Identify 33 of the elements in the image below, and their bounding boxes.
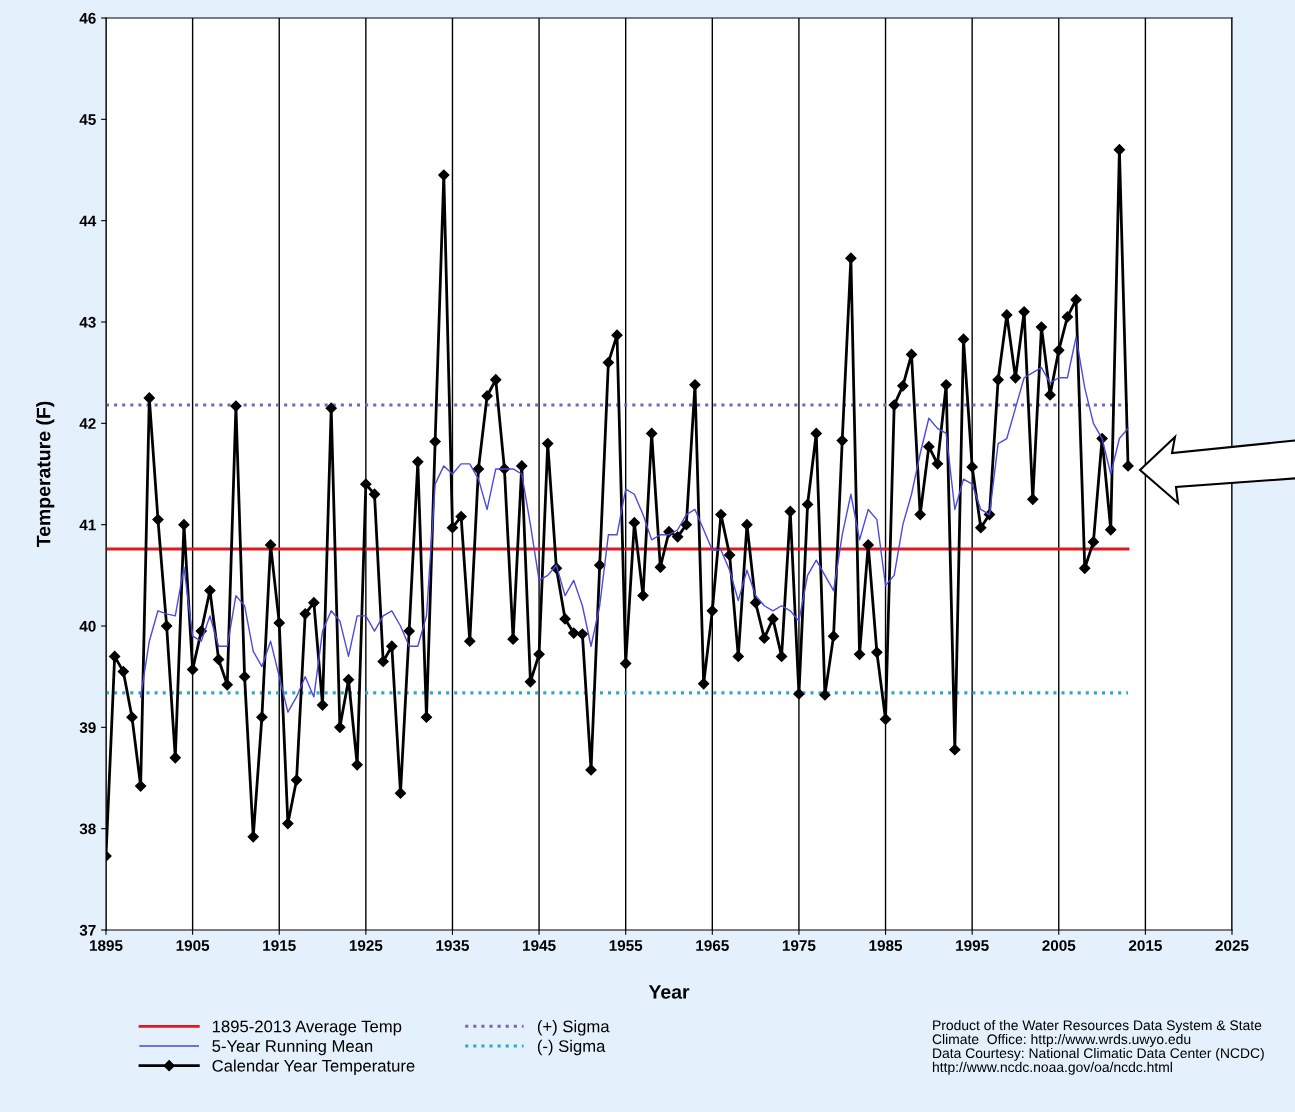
x-tick-label: 1925 [349,940,383,951]
y-tick-label: 39 [79,722,96,734]
legend-label: Calendar Year Temperature [212,1059,415,1075]
x-tick-label: 1945 [523,940,556,951]
x-tick-label: 1965 [696,940,729,951]
legend-label: (-) Sigma [537,1039,606,1056]
line-series [139,336,1129,713]
legend-label: (+) Sigma [537,1020,610,1036]
y-tick-label: 37 [79,924,96,936]
x-tick-label: 1935 [436,940,470,951]
y-tick-label: 42 [79,418,96,429]
legend-label: 1895-2013 Average Temp [212,1020,402,1036]
x-tick-label: 2005 [1042,940,1076,951]
y-tick-label: 43 [79,316,96,328]
y-tick-label: 40 [79,620,96,632]
text: Product of the Water Resources Data System & State Climate Office: http://www.wrds.uwyo.edu Data Courtesy: National Climatic Data Center (NCDC) http://www.ncdc.noaa.gov/oa/ncdc.html [932,1020,1264,1075]
x-axis-title: Year [648,985,690,999]
y-tick-label: 45 [79,114,96,126]
x-tick-label: 1995 [956,940,989,951]
x-tick-label: 2015 [1128,940,1162,951]
y-tick-label: 46 [79,12,96,24]
y-axis-title: Temperature (F) [36,401,55,548]
x-tick-label: 1975 [782,940,816,951]
x-tick-label: 1905 [176,940,210,951]
x-tick-label: 1915 [263,940,296,951]
y-tick-label: 38 [79,823,96,835]
legend-label: 5-Year Running Mean [212,1039,373,1056]
x-tick-label: 1895 [89,940,123,951]
x-tick-label: 1985 [869,940,903,951]
y-tick-label: 41 [79,519,96,531]
y-tick-label: 44 [79,215,97,227]
x-tick-label: 1955 [609,940,643,951]
x-tick-label: 2025 [1215,940,1249,951]
